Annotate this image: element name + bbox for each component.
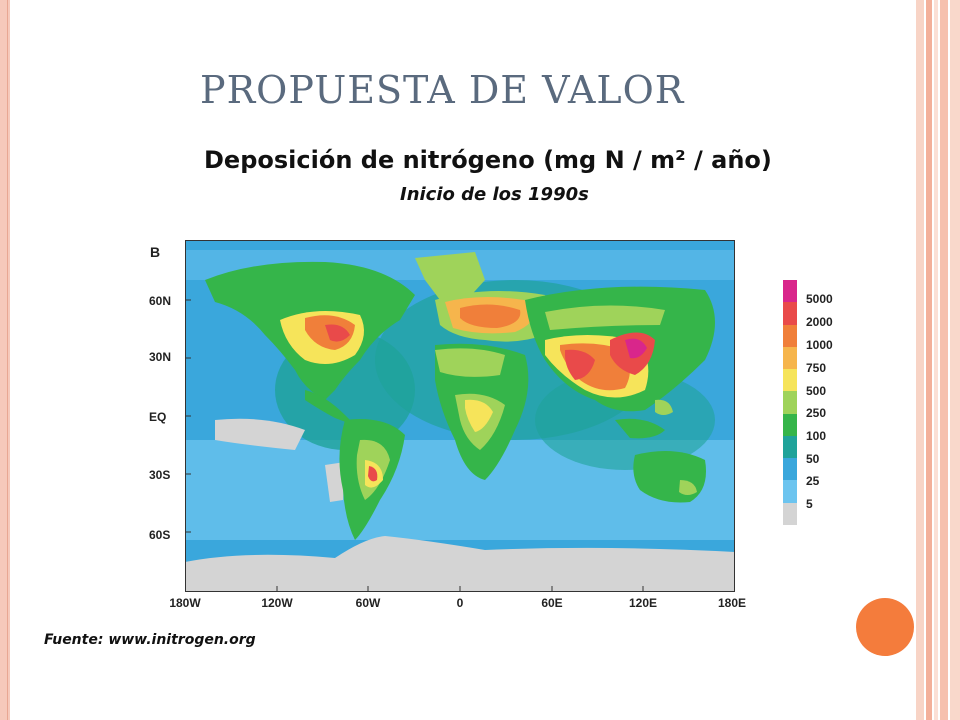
legend-label-1000: 1000 [806, 338, 833, 352]
slide-frame-right [916, 0, 960, 720]
source-credit: Fuente: www.initrogen.org [44, 632, 256, 648]
legend-label-500: 500 [806, 384, 827, 398]
lon-label-60w: 60W [355, 596, 381, 610]
legend-swatch [783, 324, 797, 347]
legend-label-25: 25 [806, 474, 820, 488]
panel-label: B [150, 244, 161, 260]
lon-label-180e: 180E [717, 596, 747, 610]
legend-swatch [783, 391, 797, 414]
legend-swatch [783, 302, 797, 325]
lat-label-eq: EQ [149, 410, 167, 424]
decorative-orb [856, 598, 914, 656]
slide-title: PROPUESTA DE VALOR [200, 68, 685, 112]
legend-label-750: 750 [806, 361, 827, 375]
map-heading: Deposición de nitrógeno (mg N / m² / año… [204, 146, 772, 174]
lon-label-120w: 120W [261, 596, 293, 610]
legend-label-5000: 5000 [806, 292, 833, 306]
legend-swatch [783, 413, 797, 436]
lat-label-60n: 60N [149, 294, 172, 308]
antarctica [185, 536, 735, 592]
map-subheading: Inicio de los 1990s [400, 184, 589, 205]
nitrogen-deposition-map [185, 240, 735, 592]
greenland [415, 252, 485, 302]
legend-color-bar [783, 280, 797, 525]
legend-swatch [783, 480, 797, 503]
legend-label-2000: 2000 [806, 315, 833, 329]
legend-label-50: 50 [806, 452, 820, 466]
lon-label-180w: 180W [169, 596, 201, 610]
legend-label-250: 250 [806, 406, 827, 420]
legend-swatch [783, 502, 797, 525]
slide-frame-left [0, 0, 10, 720]
legend-swatch [783, 280, 797, 303]
lon-label-120e: 120E [628, 596, 658, 610]
legend-swatch [783, 346, 797, 370]
legend-label-5: 5 [806, 497, 813, 511]
lon-label-0: 0 [456, 596, 464, 610]
lat-label-60s: 60S [149, 528, 171, 542]
legend-swatch [783, 458, 797, 481]
lon-label-60e: 60E [541, 596, 563, 610]
lat-label-30n: 30N [149, 350, 172, 364]
legend-swatch [783, 435, 797, 459]
legend-swatch [783, 369, 797, 392]
legend-label-100: 100 [806, 429, 827, 443]
lat-label-30s: 30S [149, 468, 171, 482]
